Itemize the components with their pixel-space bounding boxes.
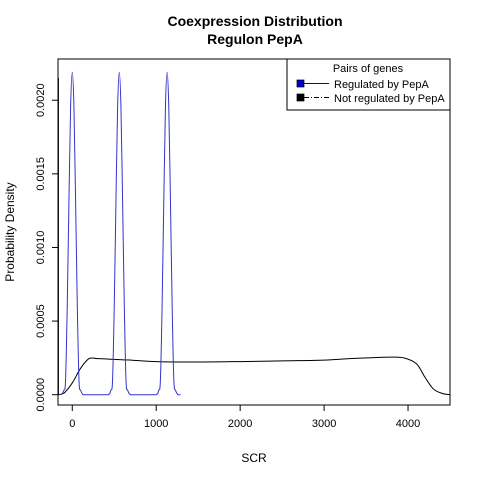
legend: Pairs of genes Regulated by PepA Not reg… (286, 58, 451, 111)
y-tick-label: 0.0020 (35, 83, 47, 117)
chart-title-line-2: Regulon PepA (207, 31, 303, 47)
legend-label-regulated: Regulated by PepA (334, 79, 429, 91)
chart-title-line-1: Coexpression Distribution (167, 13, 342, 29)
x-tick-label: 1000 (144, 418, 168, 430)
series-line-not-regulated (57, 356, 451, 396)
chart-title: Coexpression Distribution Regulon PepA (167, 13, 342, 47)
x-tick-label: 0 (69, 418, 75, 430)
x-tick-label: 3000 (312, 418, 336, 430)
series-line-regulated (60, 71, 181, 396)
x-tick-label: 2000 (228, 418, 252, 430)
y-tick-label: 0.0010 (35, 231, 47, 265)
legend-swatch-not-regulated (296, 93, 305, 102)
y-tick-label: 0.0000 (35, 378, 47, 412)
y-axis: 0.0000 0.0005 0.0010 0.0015 0.0020 (35, 83, 58, 412)
legend-swatch-regulated (296, 79, 305, 88)
legend-box (286, 58, 451, 111)
x-axis: 0 1000 2000 3000 4000 (69, 405, 420, 430)
y-tick-label: 0.0015 (35, 157, 47, 191)
legend-title: Pairs of genes (333, 63, 404, 75)
plot-frame (57, 58, 451, 406)
legend-label-not-regulated: Not regulated by PepA (334, 93, 445, 105)
x-tick-label: 4000 (396, 418, 420, 430)
y-axis-label: Probability Density (3, 182, 17, 281)
x-axis-label: SCR (241, 451, 267, 465)
y-tick-label: 0.0005 (35, 304, 47, 338)
series-layer (57, 71, 451, 396)
